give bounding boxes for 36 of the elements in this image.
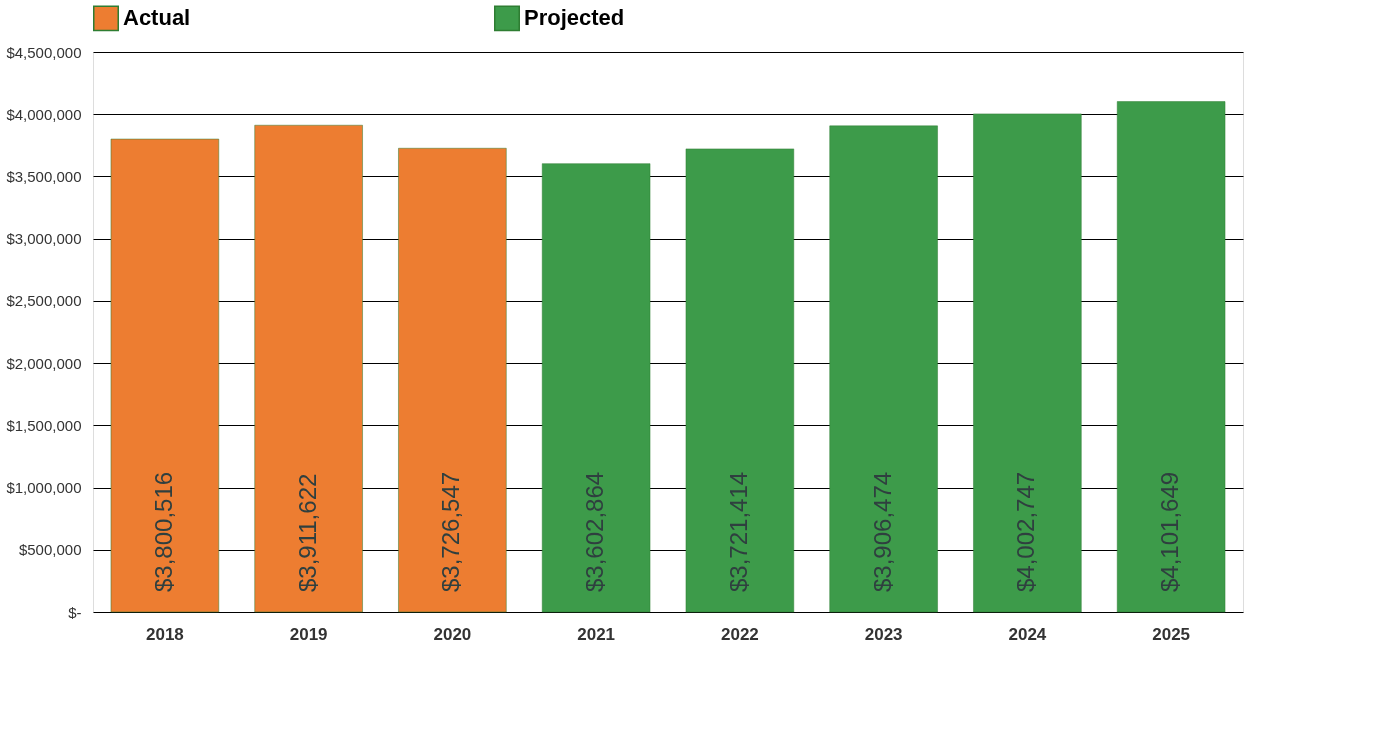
- data-label: $4,101,649: [1156, 471, 1184, 592]
- x-tick-label: 2021: [577, 624, 616, 644]
- data-label: $3,800,516: [149, 471, 177, 592]
- x-tick-label: 2020: [433, 624, 472, 644]
- bar: [1116, 101, 1226, 613]
- y-tick-label: $4,000,000: [6, 105, 82, 123]
- y-tick-label: $2,000,000: [6, 354, 82, 372]
- x-tick-label: 2025: [1152, 624, 1191, 644]
- y-tick-label: $1,500,000: [6, 416, 82, 434]
- data-label: $4,002,747: [1012, 471, 1040, 592]
- data-label: $3,906,474: [868, 471, 896, 592]
- bar: [685, 148, 795, 613]
- x-tick-label: 2018: [145, 624, 184, 644]
- x-tick-label: 2019: [289, 624, 328, 644]
- y-tick-label: $3,500,000: [6, 167, 82, 185]
- y-tick-label: $500,000: [18, 541, 82, 559]
- bar: [973, 113, 1082, 613]
- bar: [110, 138, 220, 613]
- bar: [829, 125, 938, 613]
- data-label: $3,721,414: [724, 471, 752, 592]
- x-tick-label: 2024: [1008, 624, 1047, 644]
- legend-label: Actual: [123, 5, 191, 31]
- data-label: $3,726,547: [437, 471, 465, 592]
- bar: [398, 148, 507, 613]
- data-label: $3,602,864: [581, 471, 609, 592]
- x-tick-label: 2022: [720, 624, 759, 644]
- y-tick-label: $-: [68, 603, 82, 621]
- y-tick-label: $4,500,000: [6, 43, 82, 61]
- bar: [254, 124, 363, 613]
- bar: [541, 163, 651, 613]
- y-tick-label: $3,000,000: [6, 230, 82, 248]
- data-label: $3,911,622: [293, 473, 321, 592]
- x-tick-label: 2023: [864, 624, 903, 644]
- y-tick-label: $2,500,000: [6, 292, 82, 310]
- legend-label: Projected: [524, 5, 625, 31]
- y-tick-label: $1,000,000: [6, 479, 82, 497]
